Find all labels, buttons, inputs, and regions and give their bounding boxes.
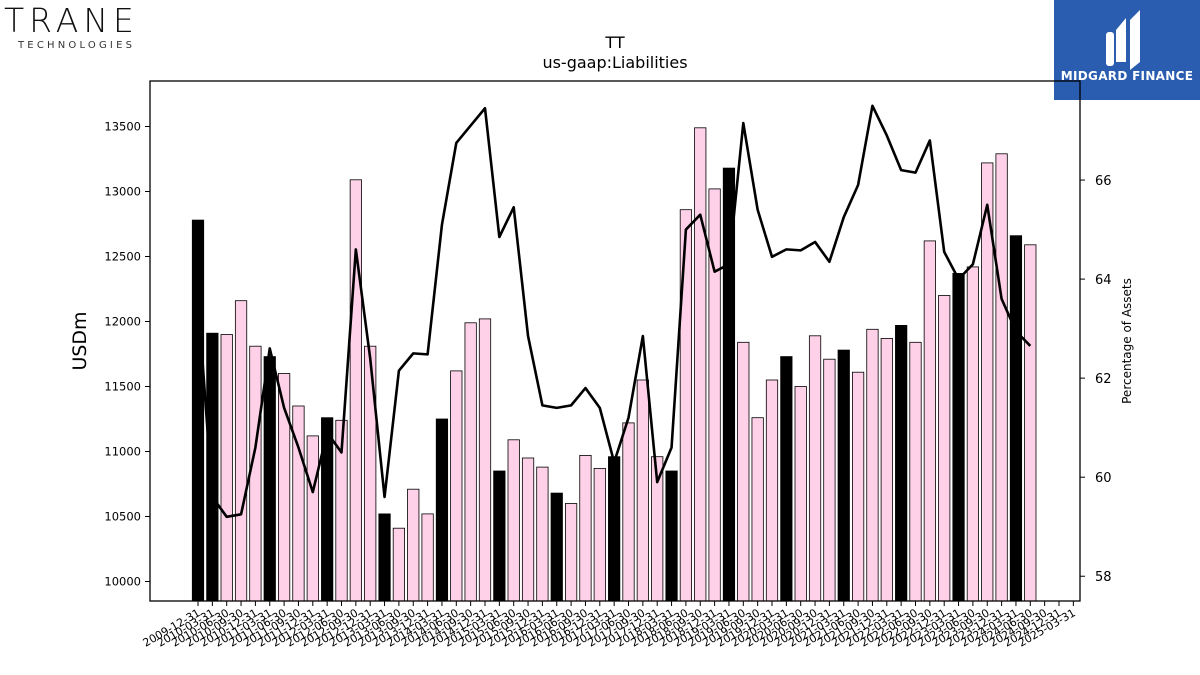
y-axis-label: USDm: [69, 311, 91, 370]
bar-2020-12-31: [823, 358, 836, 602]
bar-2013-09-30: [407, 488, 420, 602]
bar-2021-03-31: [837, 349, 850, 602]
midgard-finance-logo: MIDGARD FINANCE: [1054, 0, 1200, 100]
midgard-emblem-icon: [1106, 10, 1140, 70]
bar-2019-09-30: [751, 417, 764, 602]
bar-2020-03-31: [780, 356, 793, 602]
bar-2011-12-31: [306, 435, 319, 602]
bar-2015-09-30: [521, 457, 535, 602]
bar-2021-09-30: [866, 328, 879, 602]
bar-2015-12-31: [536, 466, 549, 602]
bar-2010-09-30: [234, 300, 248, 602]
bar-series: [191, 127, 1037, 602]
bar-2013-06-30: [392, 527, 406, 602]
right-y-axis: 58 60 62 64 66: [1080, 174, 1112, 585]
bar-2013-03-31: [378, 513, 391, 602]
bar-2023-06-30: [966, 266, 980, 602]
bar-2015-06-30: [507, 439, 520, 602]
y-tick-label: 12500: [104, 250, 141, 264]
bar-2019-06-30: [737, 341, 750, 602]
bar-2012-09-30: [349, 179, 362, 602]
bar-2020-06-30: [794, 386, 807, 602]
bar-2017-09-30: [636, 379, 649, 602]
bar-2022-06-30: [909, 341, 922, 602]
y-tick-label: 12000: [104, 315, 141, 329]
bar-2023-12-31: [995, 153, 1008, 602]
bar-2009-12-31: [191, 219, 205, 602]
bar-2018-06-30: [679, 209, 693, 602]
y2-axis-label: Percentage of Assets: [1120, 278, 1134, 404]
bar-2018-03-31: [665, 470, 678, 602]
bar-2023-03-31: [952, 272, 965, 602]
bar-2022-12-31: [938, 295, 951, 602]
bar-2017-06-30: [622, 422, 635, 602]
y-tick-label: 11000: [104, 445, 141, 459]
percentage-line-series: [196, 104, 1032, 519]
logo-right-name: MIDGARD FINANCE: [1060, 69, 1194, 83]
trane-technologies-logo: TRANE TECHNOLOGIES: [4, 1, 160, 52]
bar-2020-09-30: [808, 335, 822, 602]
bar-2016-06-30: [565, 503, 578, 602]
y2-tick-label: 62: [1095, 372, 1112, 387]
y-tick-label: 10500: [104, 510, 141, 524]
bar-2014-09-30: [464, 322, 477, 602]
bar-2013-12-31: [421, 513, 434, 602]
bar-2010-06-30: [220, 334, 233, 602]
bar-2024-06-30: [1024, 244, 1037, 602]
bar-2021-12-31: [880, 337, 893, 602]
y2-tick-label: 58: [1095, 570, 1112, 585]
y2-tick-label: 66: [1095, 174, 1112, 189]
bar-2018-09-30: [694, 127, 707, 602]
bar-2011-03-31: [263, 356, 276, 602]
left-y-axis: 10000 10500 11000 11500 12000 12500 13000 13500: [104, 120, 150, 589]
bar-2010-03-31: [206, 332, 219, 602]
x-axis: 2009-12-312010-03-312010-06-302010-09-30…: [141, 601, 1078, 650]
y-tick-label: 13500: [104, 120, 141, 134]
bar-2021-06-30: [852, 371, 865, 602]
bar-2022-03-31: [895, 324, 908, 602]
bar-2016-09-30: [579, 454, 592, 602]
bar-2010-12-31: [249, 345, 262, 602]
y-tick-label: 10000: [104, 575, 141, 589]
y2-tick-label: 60: [1095, 471, 1112, 486]
bar-2014-03-31: [435, 418, 449, 602]
bar-2017-03-31: [608, 456, 621, 602]
chart-title: TT: [604, 33, 624, 52]
bar-2014-06-30: [450, 370, 463, 602]
bar-2015-03-31: [493, 470, 506, 602]
y2-tick-label: 64: [1095, 273, 1112, 288]
logo-name: TRANE: [4, 1, 139, 40]
chart-subtitle: us-gaap:Liabilities: [542, 53, 687, 72]
bar-2016-03-31: [550, 492, 563, 602]
y-tick-label: 11500: [104, 380, 141, 394]
bar-2019-12-31: [765, 379, 779, 602]
logo-subtitle: TECHNOLOGIES: [18, 40, 136, 51]
bar-2014-12-31: [478, 318, 492, 602]
bar-2016-12-31: [593, 467, 606, 602]
bar-2024-03-31: [1009, 235, 1023, 602]
plot-frame: [149, 80, 1081, 602]
bar-2022-09-30: [923, 240, 936, 602]
y-tick-label: 13000: [104, 185, 141, 199]
